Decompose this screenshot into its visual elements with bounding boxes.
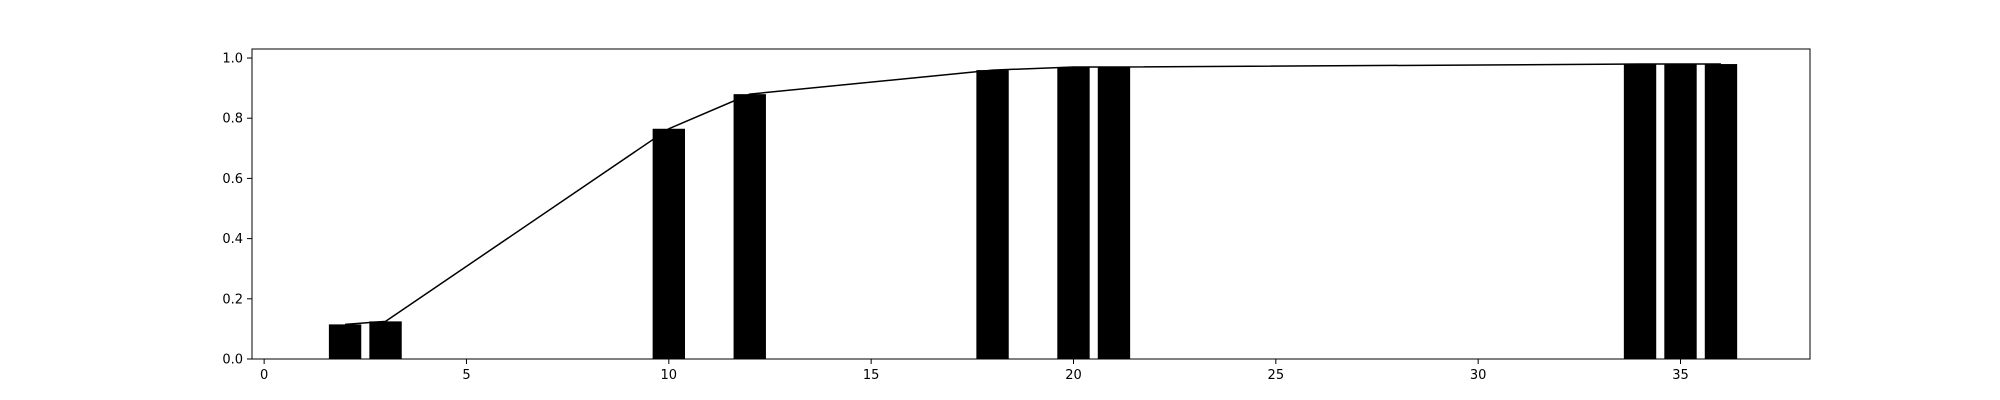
x-tick-label: 20	[1065, 368, 1082, 383]
y-tick-label: 1.0	[222, 52, 243, 67]
bar	[1623, 64, 1657, 359]
y-tick-label: 0.8	[222, 112, 243, 127]
y-tick-label: 0.2	[222, 292, 243, 307]
bar	[733, 94, 766, 359]
bar	[652, 128, 686, 359]
bar	[1097, 67, 1131, 359]
bar	[1664, 64, 1697, 359]
bar	[976, 70, 1009, 359]
x-tick-label: 25	[1268, 368, 1285, 383]
bar	[328, 324, 362, 359]
x-tick-label: 10	[661, 368, 678, 383]
x-tick-label: 30	[1470, 368, 1487, 383]
y-axis: 0.0 0.2 0.4 0.6 0.8 1.0	[222, 52, 252, 368]
bar	[369, 321, 402, 359]
x-tick-label: 0	[260, 368, 268, 383]
x-tick-label: 15	[863, 368, 880, 383]
x-axis: 0 5 10 15 20 25 30 35	[260, 359, 1689, 383]
x-tick-label: 5	[462, 368, 470, 383]
y-tick-label: 0.0	[222, 353, 243, 368]
y-tick-label: 0.6	[222, 172, 243, 187]
y-tick-label: 0.4	[222, 232, 243, 247]
bar	[1057, 67, 1090, 359]
bars-layer	[328, 64, 1738, 359]
x-tick-label: 35	[1672, 368, 1689, 383]
trend-line	[345, 63, 1721, 326]
plot-frame	[251, 48, 1811, 360]
bar	[1704, 64, 1738, 359]
